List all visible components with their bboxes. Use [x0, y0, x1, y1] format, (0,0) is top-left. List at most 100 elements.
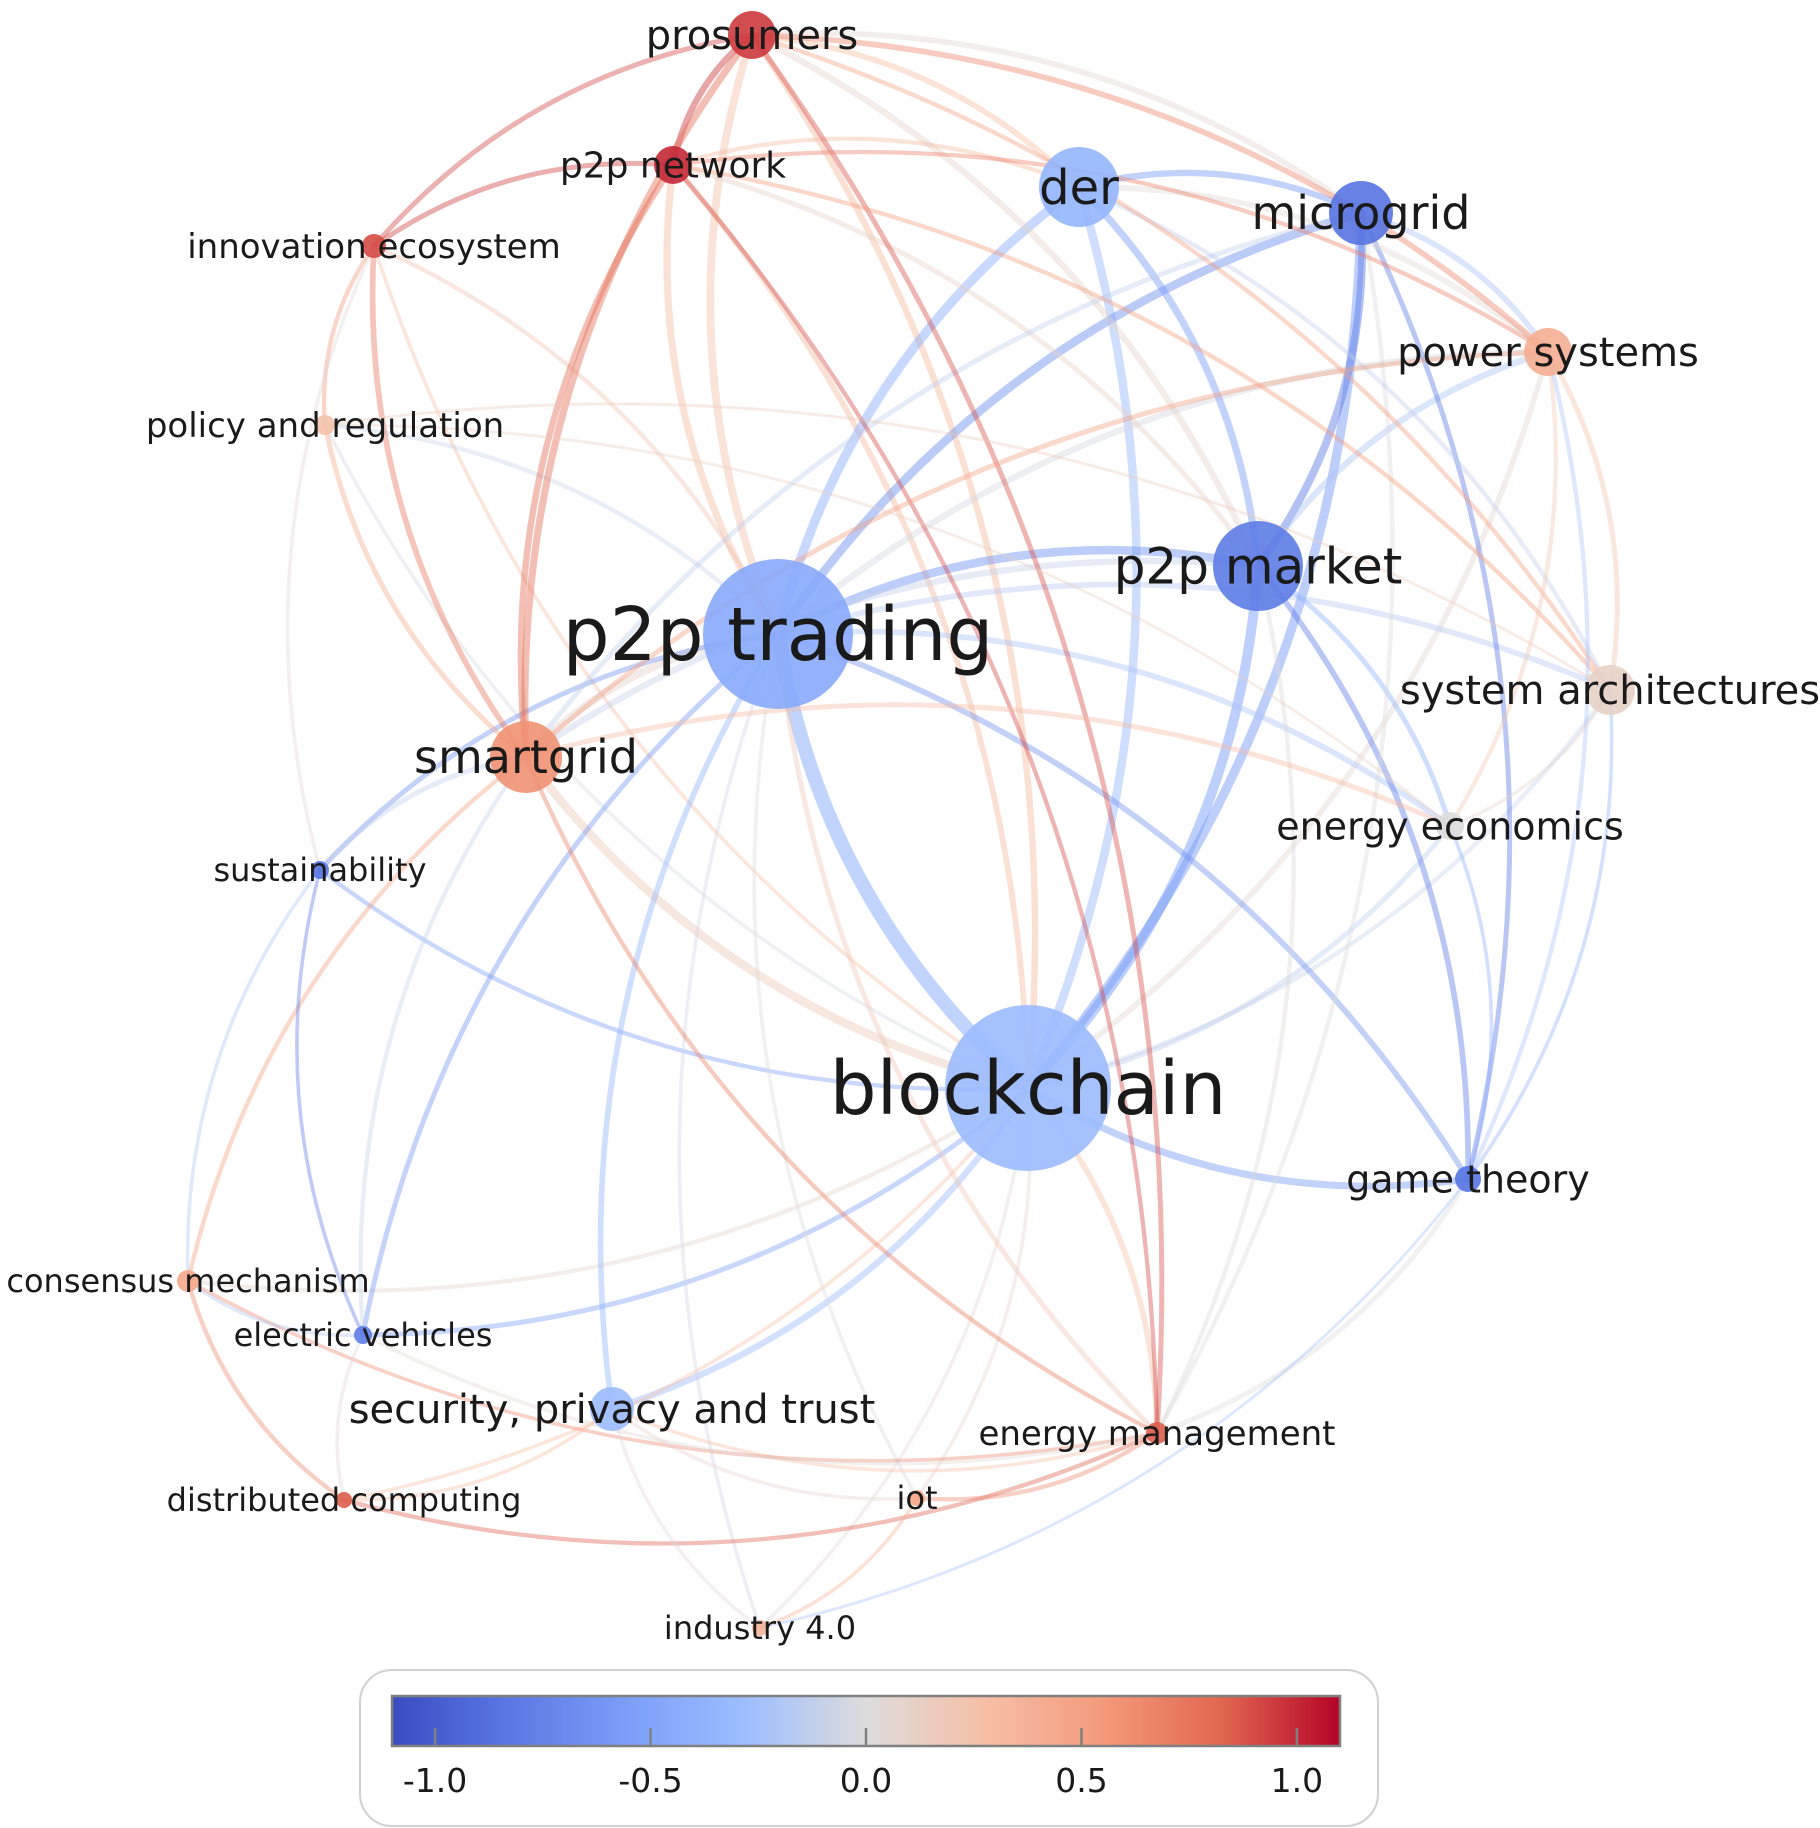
edge-blockchain-sustainability [317, 867, 1031, 1092]
node-blockchain [945, 1005, 1111, 1171]
node-label-smartgrid: smartgrid [414, 730, 638, 784]
edge-microgrid-game_theory [1358, 210, 1513, 1182]
edge-prosumers-innovation_ecosystem [371, 32, 755, 249]
edge-power_systems-energy_economics [1447, 349, 1558, 829]
edge-smartgrid-electric_vehicles [358, 754, 529, 1338]
edge-p2p_trading-iot [752, 632, 919, 1500]
nodes-layer [177, 11, 1635, 1636]
edge-p2p_trading-der [773, 182, 1084, 639]
edge-p2p_network-innovation_ecosystem [371, 160, 676, 249]
node-security-privacy-trust [590, 1387, 634, 1431]
node-label-consensus-mechanism: consensus mechanism [6, 1262, 369, 1300]
node-label-p2p-trading: p2p trading [563, 592, 994, 678]
edge-p2p_market-energy_management [1154, 563, 1296, 1436]
node-label-energy-economics: energy economics [1276, 804, 1624, 848]
node-prosumers [728, 11, 776, 59]
edge-smartgrid-energy_management [523, 754, 1160, 1436]
edge-blockchain-power_systems [1025, 349, 1551, 1091]
node-label-game-theory: game theory [1346, 1157, 1590, 1201]
node-industry-4-0 [752, 1620, 768, 1636]
edge-blockchain-prosumers [748, 31, 1039, 1092]
edge-p2p_network-power_systems [670, 149, 1551, 355]
node-label-distributed-computing: distributed computing [167, 1481, 522, 1519]
node-p2p-network [654, 146, 692, 184]
node-label-blockchain: blockchain [830, 1046, 1227, 1132]
edge-iot-industry_4_0 [758, 1496, 919, 1630]
edge-consensus_mechanism-distributed_computing [185, 1278, 347, 1503]
edge-p2p_trading-game_theory [775, 631, 1471, 1182]
edge-energy_management-electric_vehicles [361, 1333, 1159, 1466]
edge-power_systems-game_theory [1465, 349, 1590, 1182]
edge-p2p_trading-energy_economics [775, 628, 1453, 829]
node-label-microgrid: microgrid [1251, 186, 1470, 240]
edge-p2p_trading-energy_management [775, 631, 1160, 1436]
node-label-prosumers: prosumers [646, 13, 858, 59]
edge-blockchain-p2p_network [670, 162, 1031, 1091]
node-label-electric-vehicles: electric vehicles [234, 1316, 493, 1354]
edge-game_theory-system_architectures [1466, 688, 1614, 1181]
edge-blockchain-distributed_computing [342, 1086, 1030, 1502]
edge-p2p_network-system_architectures [670, 162, 1613, 693]
edge-p2p_market-power_systems [1254, 348, 1552, 570]
edge-p2p_trading-system_architectures [775, 581, 1613, 693]
node-label-system-architectures: system architectures [1400, 668, 1820, 714]
edge-p2p_market-microgrid [1254, 209, 1367, 570]
node-power-systems [1524, 328, 1572, 376]
edge-p2p_trading-industry_4_0 [677, 632, 780, 1630]
edge-p2p_market-p2p_network [670, 162, 1261, 569]
edge-der-power_systems [1076, 184, 1551, 355]
edge-p2p_market-der [1075, 183, 1262, 570]
edge-prosumers-energy_management [749, 32, 1165, 1436]
edge-innovation_ecosystem-sustainability [285, 244, 376, 872]
node-label-policy-regulation: policy and regulation [146, 406, 504, 446]
edge-policy_regulation-energy_economics [323, 423, 1452, 828]
edge-consensus_mechanism-sustainability [185, 868, 322, 1283]
edge-energy_management-iot [914, 1430, 1160, 1502]
node-microgrid [1329, 181, 1393, 245]
edge-p2p_network-smartgrid [517, 161, 677, 761]
node-iot [909, 1490, 925, 1506]
edge-power_systems-system_architectures [1545, 349, 1620, 693]
edge-blockchain-consensus_mechanism [185, 1085, 1031, 1293]
edge-smartgrid-power_systems [523, 349, 1551, 760]
edge-p2p_trading-microgrid [773, 208, 1366, 639]
node-p2p-market [1213, 521, 1303, 611]
node-consensus-mechanism [177, 1270, 199, 1292]
edge-der-system_architectures [1076, 184, 1613, 693]
node-electric-vehicles [354, 1326, 372, 1344]
node-label-energy-management: energy management [978, 1414, 1335, 1454]
node-label-p2p-network: p2p network [560, 146, 786, 187]
edge-microgrid-smartgrid [523, 210, 1364, 760]
edge-distributed_computing-electric_vehicles [335, 1333, 365, 1502]
node-game-theory [1455, 1166, 1481, 1192]
colorbar-tick-label: 0.5 [1055, 1761, 1107, 1800]
colorbar-tick-label: -1.0 [403, 1761, 467, 1800]
colorbar-tick-label: -0.5 [618, 1761, 682, 1800]
edge-distributed_computing-security_privacy_trust [342, 1407, 614, 1502]
colorbar-tick-label: 1.0 [1271, 1761, 1323, 1800]
edge-p2p_network-energy_management [670, 162, 1160, 1436]
edge-blockchain-industry_4_0 [758, 1086, 1030, 1630]
node-energy-economics [1436, 812, 1464, 840]
edge-blockchain-smartgrid [521, 752, 1033, 1093]
edge-p2p_trading-prosumers [706, 31, 782, 638]
edge-blockchain-system_architectures [1025, 687, 1613, 1091]
node-label-industry-4-0: industry 4.0 [664, 1609, 856, 1647]
edge-policy_regulation-system_architectures [323, 402, 1612, 692]
node-der [1039, 147, 1119, 227]
edge-blockchain-der [1023, 182, 1141, 1093]
edge-energy_management-game_theory [1154, 1176, 1471, 1436]
edge-blockchain-electric_vehicles [360, 1085, 1031, 1338]
node-label-innovation-ecosystem: innovation ecosystem [187, 227, 561, 267]
edge-smartgrid-policy_regulation [322, 422, 529, 760]
edge-energy_management-distributed_computing [341, 1430, 1160, 1546]
edge-der-prosumers [749, 32, 1082, 190]
node-smartgrid [490, 721, 562, 793]
edge-prosumers-power_systems [749, 32, 1551, 355]
colorbar-tick-label: 0.0 [840, 1761, 892, 1800]
node-p2p-trading [703, 559, 853, 709]
labels-layer: prosumers p2p network innovation ecosystem… [6, 13, 1820, 1647]
edge-energy_management-security_privacy_trust [610, 1407, 1159, 1473]
colorbar: -1.0 -0.5 0.0 0.5 1.0 [359, 1669, 1379, 1827]
